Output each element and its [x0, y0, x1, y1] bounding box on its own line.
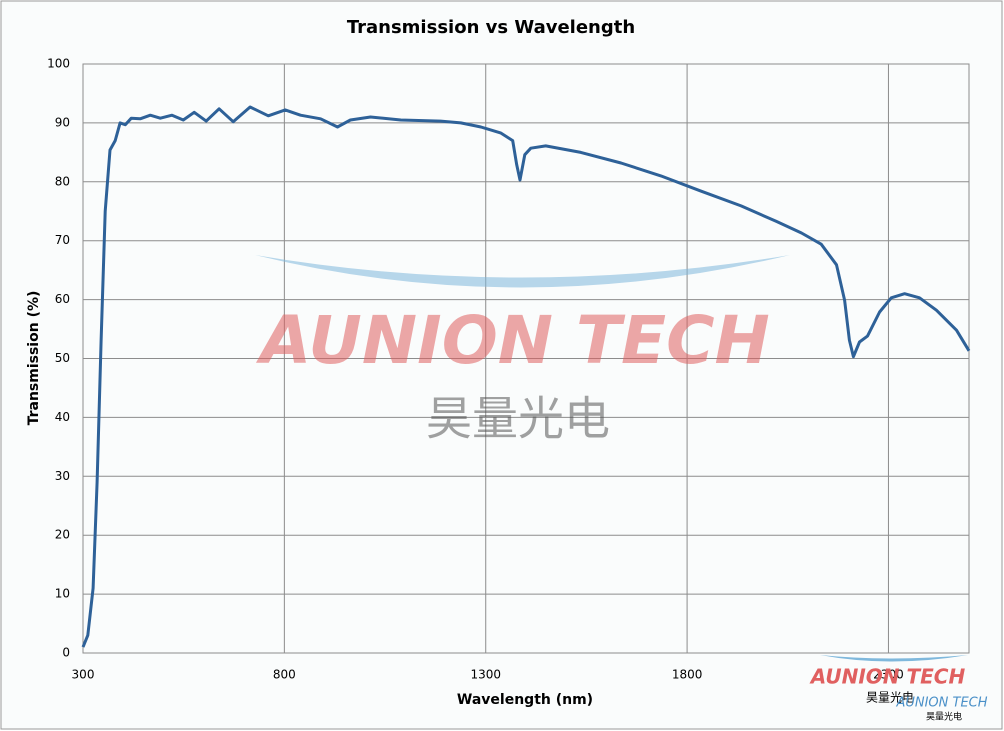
logo-brand: AUNION TECH — [809, 665, 966, 689]
x-tick-label: 300 — [72, 668, 95, 682]
x-tick-label: 1300 — [470, 668, 501, 682]
y-tick-label: 90 — [55, 115, 70, 129]
logo-chinese: 昊量光电 — [866, 691, 914, 705]
logo-arc — [820, 655, 968, 662]
y-tick-label: 50 — [55, 351, 70, 365]
logo: AUNION TECH 昊量光电 AUNION TECH 昊量光电 — [809, 655, 988, 723]
y-tick-label: 100 — [47, 57, 70, 71]
watermark-brand: AUNION TECH — [255, 302, 770, 379]
data-line — [81, 105, 971, 648]
x-tick-label: 2300 — [873, 668, 904, 682]
y-tick-label: 70 — [55, 233, 70, 247]
y-tick-label: 60 — [55, 292, 70, 306]
logo-brand-small: AUNION TECH — [895, 696, 987, 711]
y-tick-label: 80 — [55, 174, 70, 188]
y-tick-label: 30 — [55, 469, 70, 483]
y-tick-label: 20 — [55, 528, 70, 542]
y-tick-label: 0 — [62, 646, 70, 660]
chart-title: Transmission vs Wavelength — [347, 17, 635, 38]
x-tick-label: 1800 — [672, 668, 703, 682]
y-axis-label: Transmission (%) — [26, 291, 42, 426]
watermark: AUNION TECH 昊量光电 — [255, 255, 790, 446]
x-tick-label: 800 — [273, 668, 296, 682]
watermark-chinese: 昊量光电 — [426, 392, 610, 446]
logo-chinese-small: 昊量光电 — [926, 711, 962, 723]
watermark-arc — [255, 255, 790, 288]
y-tick-label: 10 — [55, 587, 70, 601]
y-tick-label: 40 — [55, 410, 70, 424]
x-axis-label: Wavelength (nm) — [457, 692, 593, 708]
